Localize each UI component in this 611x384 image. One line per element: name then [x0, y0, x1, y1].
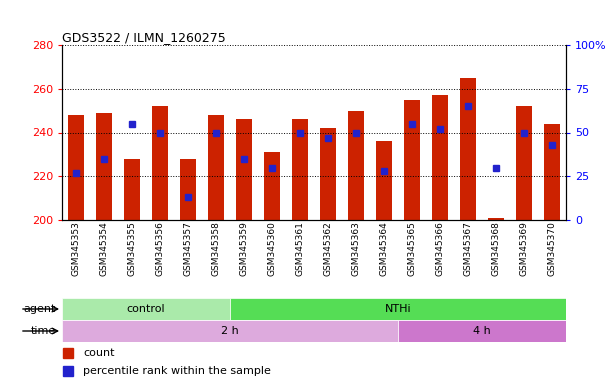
Text: count: count — [83, 348, 115, 358]
Bar — [544, 124, 560, 220]
Bar — [68, 115, 84, 220]
Bar — [398, 320, 566, 342]
Bar — [460, 78, 476, 220]
Bar — [152, 106, 167, 220]
Bar — [62, 298, 230, 320]
Text: NTHi: NTHi — [385, 304, 411, 314]
Bar — [320, 128, 335, 220]
Bar — [433, 95, 448, 220]
Bar — [97, 113, 112, 220]
Text: 4 h: 4 h — [473, 326, 491, 336]
Text: 2 h: 2 h — [221, 326, 239, 336]
Bar — [404, 100, 420, 220]
Bar — [208, 115, 224, 220]
Bar — [376, 141, 392, 220]
Bar — [348, 111, 364, 220]
Bar — [292, 119, 308, 220]
Bar — [124, 159, 140, 220]
Text: GDS3522 / ILMN_1260275: GDS3522 / ILMN_1260275 — [62, 31, 225, 44]
Bar — [236, 119, 252, 220]
Text: control: control — [126, 304, 166, 314]
Text: percentile rank within the sample: percentile rank within the sample — [83, 366, 271, 376]
Bar — [62, 320, 398, 342]
Text: agent: agent — [23, 304, 56, 314]
Bar — [488, 218, 503, 220]
Bar — [230, 298, 566, 320]
Bar — [180, 159, 196, 220]
Bar — [265, 152, 280, 220]
Bar — [516, 106, 532, 220]
Text: time: time — [31, 326, 56, 336]
